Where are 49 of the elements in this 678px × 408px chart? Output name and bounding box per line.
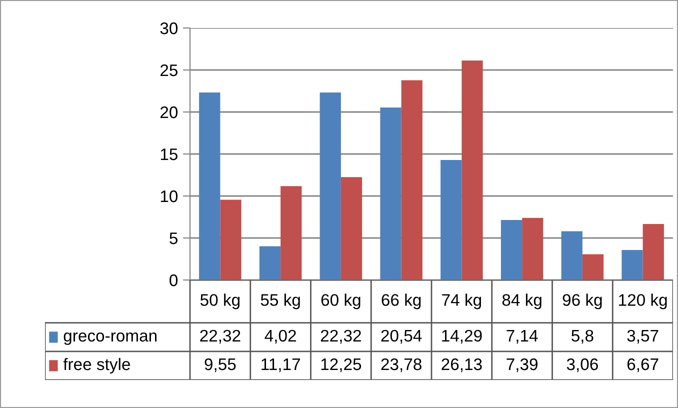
x-tick-label: 74 kg xyxy=(442,294,481,310)
x-tick-label: 96 kg xyxy=(562,294,602,310)
x-tick-label: 55 kg xyxy=(260,294,300,310)
x-tick-label: 50 kg xyxy=(200,294,240,310)
x-tick-label: 120 kg xyxy=(619,294,667,310)
bar xyxy=(500,220,522,280)
bar xyxy=(440,160,462,280)
data-label: 9,55 xyxy=(204,358,236,372)
data-label: 12,25 xyxy=(321,358,362,372)
bar xyxy=(561,231,582,280)
data-label: 23,78 xyxy=(381,358,422,372)
data-label: 7,14 xyxy=(506,330,538,344)
legend-label: greco-roman xyxy=(64,332,157,345)
bar xyxy=(380,107,402,280)
y-tick-label: 25 xyxy=(160,64,178,76)
data-label: 4,02 xyxy=(264,330,296,344)
x-tick-label: 84 kg xyxy=(502,294,542,310)
data-label: 20,54 xyxy=(381,330,422,344)
data-label: 26,13 xyxy=(442,358,482,372)
x-tick-label: 66 kg xyxy=(382,294,421,310)
bar xyxy=(462,60,483,280)
bar xyxy=(522,218,544,280)
y-tick-label: 30 xyxy=(160,22,178,34)
data-label: 22,32 xyxy=(320,330,361,344)
y-tick-label: 10 xyxy=(160,190,178,202)
legend-label: free style xyxy=(63,358,130,374)
y-tick-label: 20 xyxy=(160,106,178,118)
y-tick-label: 5 xyxy=(170,232,178,244)
data-label: 5,8 xyxy=(572,330,594,344)
bar xyxy=(582,254,604,280)
bar xyxy=(340,177,362,280)
data-label: 3,06 xyxy=(566,358,598,372)
bar xyxy=(622,250,643,280)
bar xyxy=(642,224,664,280)
bar xyxy=(320,92,341,280)
data-label: 11,17 xyxy=(262,358,300,372)
data-label: 14,29 xyxy=(442,330,482,344)
bar xyxy=(259,246,281,280)
data-label: 7,39 xyxy=(506,358,538,372)
bar xyxy=(401,80,422,280)
y-tick-label: 0 xyxy=(170,274,178,286)
data-label: 3,57 xyxy=(627,330,658,344)
data-label: 22,32 xyxy=(200,330,240,344)
bar xyxy=(220,200,242,280)
bar xyxy=(199,92,220,280)
bar xyxy=(280,186,302,280)
data-label: 6,67 xyxy=(627,358,658,372)
y-tick-label: 15 xyxy=(160,148,178,160)
x-tick-label: 60 kg xyxy=(321,294,360,310)
